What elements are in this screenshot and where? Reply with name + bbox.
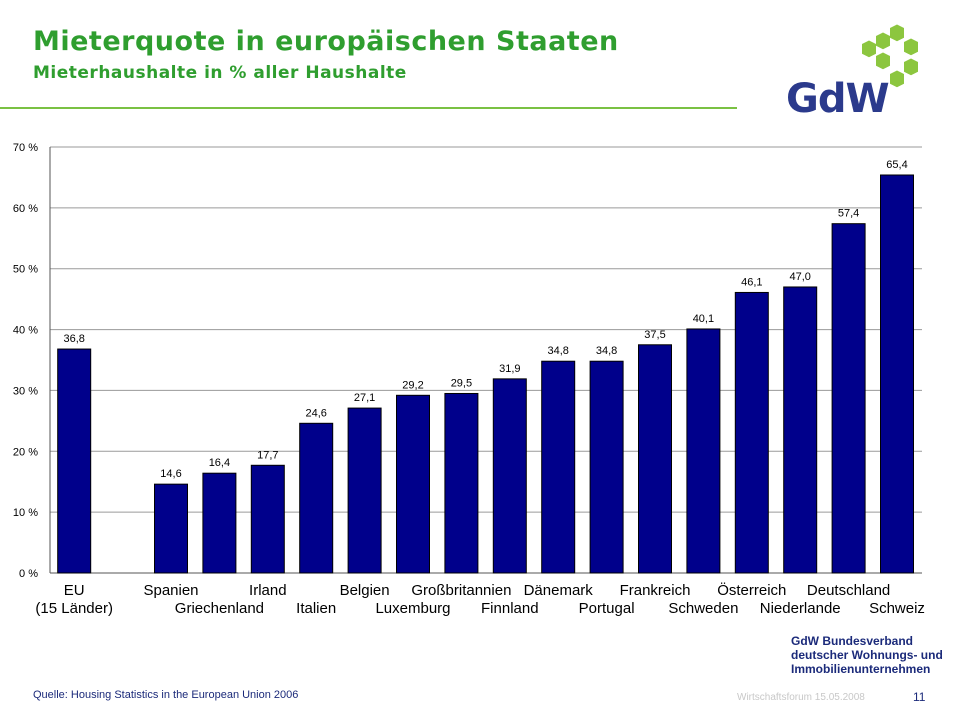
bar-value-label: 29,2 <box>402 379 423 391</box>
bar-value-label: 47,0 <box>789 271 810 283</box>
logo-cube <box>890 24 904 42</box>
bar-value-label: 24,6 <box>305 407 326 419</box>
x-tick-label: Österreich <box>717 581 786 599</box>
y-tick-label: 50 % <box>13 264 38 276</box>
bar-value-label: 57,4 <box>838 208 859 220</box>
x-tick-label: Irland <box>249 582 287 599</box>
bar-value-label: 34,8 <box>596 345 617 357</box>
bar <box>154 483 188 574</box>
bar-value-label: 17,7 <box>257 449 278 461</box>
bar-value-label: 27,1 <box>354 392 375 404</box>
y-tick-label: 10 % <box>13 507 38 519</box>
x-tick-label: Portugal <box>579 600 635 617</box>
logo-cube <box>876 52 890 70</box>
logo-cube <box>876 32 890 50</box>
bar <box>492 378 527 574</box>
y-tick-label: 40 % <box>13 325 38 337</box>
organization-line: deutscher Wohnungs- und <box>791 648 943 662</box>
logo-cube <box>904 38 918 56</box>
bar-value-label: 34,8 <box>547 345 568 357</box>
x-tick-label: Spanien <box>143 582 198 599</box>
x-tick-label: Frankreich <box>620 582 691 599</box>
x-tick-label: Großbritannien <box>411 582 511 599</box>
x-tick-label: Schweden <box>668 600 738 617</box>
x-tick-label: Niederlande <box>760 600 841 617</box>
x-tick-label: Belgien <box>340 582 390 599</box>
gdw-logo-mark <box>862 24 918 88</box>
x-tick-label: Dänemark <box>524 582 594 599</box>
bar <box>783 286 818 574</box>
x-tick-label: EU <box>64 582 85 599</box>
bar <box>250 464 285 574</box>
page-subtitle: Mieterhaushalte in % aller Haushalte <box>33 63 407 83</box>
bar-value-label: 37,5 <box>644 329 665 341</box>
bar <box>880 174 914 574</box>
bar <box>541 360 576 574</box>
bar-value-label: 40,1 <box>693 313 714 325</box>
bar <box>202 472 237 574</box>
bar-chart: 0 % 10 % 20 % 30 % 40 % 50 % 60 % 70 % 36,8 14,6 1… <box>13 142 925 617</box>
bar-value-label: 29,5 <box>451 377 472 389</box>
y-tick-label: 70 % <box>13 142 38 154</box>
bar <box>299 422 334 574</box>
bar-value-label: 16,4 <box>209 457 230 469</box>
event-footer: Wirtschaftsforum 15.05.2008 <box>737 692 865 703</box>
y-tick-label: 0 % <box>19 568 38 580</box>
logo-cube <box>904 58 918 76</box>
organization-name: GdW Bundesverband deutscher Wohnungs- un… <box>791 634 943 676</box>
title-divider <box>0 107 737 109</box>
x-tick-label: Schweiz <box>869 600 925 617</box>
bar-value-label: 36,8 <box>63 333 84 345</box>
bar-value-label: 46,1 <box>741 276 762 288</box>
bar <box>638 344 672 574</box>
x-tick-label: (15 Länder) <box>35 600 113 617</box>
bar <box>347 407 382 574</box>
x-tick-label: Finnland <box>481 600 539 617</box>
bar <box>589 360 624 574</box>
bar <box>444 392 479 574</box>
y-tick-label: 30 % <box>13 385 38 397</box>
x-tick-label: Deutschland <box>807 582 890 599</box>
logo-cubes-icon <box>862 24 918 88</box>
bar-value-label: 14,6 <box>160 468 181 480</box>
bar <box>734 291 769 574</box>
x-tick-label: Italien <box>296 600 336 617</box>
source-note: Quelle: Housing Statistics in the Europe… <box>33 689 299 701</box>
bar-value-label: 31,9 <box>499 363 520 375</box>
logo-cube <box>862 40 876 58</box>
organization-line: GdW Bundesverband <box>791 634 914 648</box>
y-tick-label: 20 % <box>13 446 38 458</box>
x-tick-label: Griechenland <box>175 600 264 617</box>
bar-value-label: 65,4 <box>886 159 907 171</box>
organization-line: Immobilienunternehmen <box>791 662 931 676</box>
bar <box>686 328 721 574</box>
bar <box>396 394 430 574</box>
x-tick-label: Luxemburg <box>375 600 450 617</box>
bar <box>831 223 866 574</box>
bar <box>57 348 92 574</box>
page-number: 11 <box>913 690 926 704</box>
gdw-logo-text: GdW <box>786 76 890 122</box>
logo-cube <box>890 70 904 88</box>
page-title: Mieterquote in europäischen Staaten <box>33 26 619 57</box>
y-tick-label: 60 % <box>13 203 38 215</box>
